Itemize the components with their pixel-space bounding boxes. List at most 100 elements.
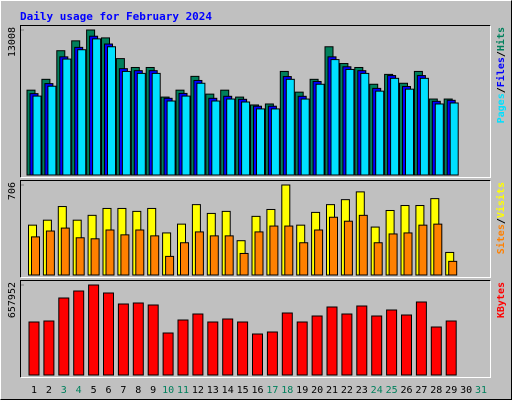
legend-entry: KBytes: [496, 282, 507, 318]
bar: [31, 236, 40, 276]
y-tick-label: 13008: [7, 27, 18, 57]
bar: [401, 314, 412, 376]
x-tick-label: 23: [356, 385, 368, 396]
bar: [196, 82, 206, 176]
bar: [117, 303, 129, 376]
bar: [449, 102, 459, 176]
bar: [445, 320, 457, 376]
bar: [330, 59, 340, 176]
bar: [371, 315, 383, 376]
bar: [314, 229, 324, 276]
bar: [419, 77, 429, 176]
x-tick-label: 4: [76, 385, 82, 396]
bar: [299, 242, 309, 276]
bar: [181, 95, 191, 176]
legend: Pages/Files/Hits: [495, 27, 507, 123]
bar: [256, 108, 265, 176]
chart-title: Daily usage for February 2024: [20, 10, 212, 23]
bar: [166, 100, 176, 176]
bar: [121, 70, 131, 176]
bar: [75, 237, 85, 276]
x-tick-label: 25: [386, 385, 398, 396]
legend-entry: Hits: [495, 27, 507, 51]
x-tick-label: 29: [445, 385, 457, 396]
bar: [32, 95, 42, 176]
bar: [120, 234, 130, 276]
bar: [239, 252, 249, 276]
panel-border-dark: [20, 25, 491, 178]
legend: KBytes: [496, 282, 507, 318]
legend: Sites/Visits: [495, 182, 507, 254]
bar: [180, 242, 189, 276]
bar: [345, 68, 355, 176]
bar: [73, 290, 85, 376]
bar: [403, 232, 413, 276]
bar: [165, 255, 175, 276]
x-tick-label: 6: [105, 385, 111, 396]
bar: [105, 229, 115, 276]
bar: [43, 320, 55, 376]
bar: [88, 284, 100, 376]
bar: [418, 224, 428, 276]
bar: [415, 301, 427, 376]
bar: [390, 77, 400, 176]
legend-separator: /: [496, 87, 507, 93]
legend-entry: Files: [495, 57, 507, 87]
panel-border-dark: [20, 180, 491, 278]
x-tick-label: 19: [296, 385, 308, 396]
panel-border-light: [20, 280, 491, 378]
bar: [315, 83, 325, 176]
bar: [224, 235, 234, 276]
x-tick-label: 1: [31, 385, 37, 396]
bar: [162, 332, 174, 376]
x-tick-label: 18: [281, 385, 293, 396]
bar: [60, 227, 70, 276]
x-tick-label: 31: [475, 385, 487, 396]
bar: [147, 304, 159, 376]
bar: [132, 302, 144, 376]
bar: [329, 216, 338, 276]
bar: [284, 225, 294, 276]
bar: [62, 58, 72, 176]
x-tick-label: 24: [371, 385, 383, 396]
panel-border-light: [20, 180, 491, 278]
x-tick-label: 2: [46, 385, 52, 396]
x-tick-label: 13: [207, 385, 219, 396]
bar: [434, 103, 444, 176]
legend-separator: /: [496, 218, 507, 224]
bar: [254, 231, 264, 276]
bar: [90, 238, 100, 276]
x-tick-label: 17: [266, 385, 278, 396]
x-tick-label: 10: [162, 385, 174, 396]
bar: [136, 72, 146, 176]
bar: [281, 312, 293, 376]
bar: [77, 49, 87, 176]
bar: [356, 305, 368, 376]
bar: [222, 318, 234, 376]
bar: [192, 313, 204, 376]
x-tick-label: 16: [251, 385, 263, 396]
bar: [360, 72, 370, 176]
bar: [358, 214, 368, 276]
x-tick-label: 8: [135, 385, 141, 396]
panel-border-dark: [20, 280, 491, 378]
x-tick-label: 9: [150, 385, 156, 396]
legend-entry: Visits: [495, 182, 507, 218]
bar: [207, 321, 219, 376]
bar: [226, 98, 236, 176]
bar: [28, 321, 40, 376]
bar: [326, 306, 338, 376]
x-tick-label: 21: [326, 385, 338, 396]
x-tick-label: 20: [311, 385, 323, 396]
bar: [209, 235, 219, 276]
x-tick-label: 30: [460, 385, 472, 396]
y-tick-label: 657952: [7, 282, 18, 318]
bar: [375, 90, 385, 176]
bar: [341, 313, 353, 376]
bar: [296, 321, 308, 376]
y-tick-label: 706: [7, 182, 18, 200]
legend-entry: Sites: [495, 224, 507, 254]
bar: [300, 98, 310, 176]
bar: [388, 233, 398, 276]
